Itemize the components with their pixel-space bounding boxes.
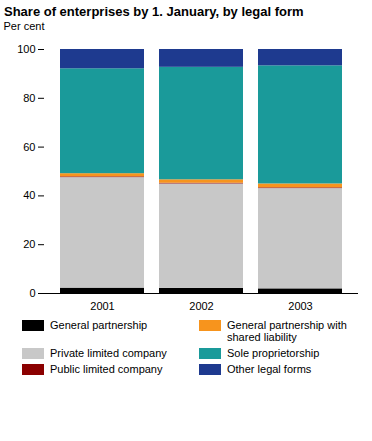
svg-text:2002: 2002 [189,300,213,312]
html-text:Share of enterprises by 1. Jan: Share of enterprises by 1. January, by l… [4,4,304,19]
svg-text:20: 20 [23,238,35,250]
svg-text:40: 40 [23,189,35,201]
html-text:Private limited company: Private limited company [50,347,167,359]
svg-text:0: 0 [29,287,35,299]
svg-text:2003: 2003 [288,300,312,312]
html-text:Sole proprietorship: Sole proprietorship [227,347,320,359]
svg-text:60: 60 [23,141,35,153]
html-text:Other legal forms: Other legal forms [227,363,312,375]
svg-text:Per cent: Per cent [4,20,45,32]
svg-text:100: 100 [17,43,35,55]
svg-text:80: 80 [23,92,35,104]
html-text:General partnership with share: General partnership with shared liabilit… [227,319,347,343]
html-text:General partnership: General partnership [50,319,148,331]
svg-text:2001: 2001 [90,300,114,312]
html-text:Public limited company: Public limited company [50,363,163,375]
